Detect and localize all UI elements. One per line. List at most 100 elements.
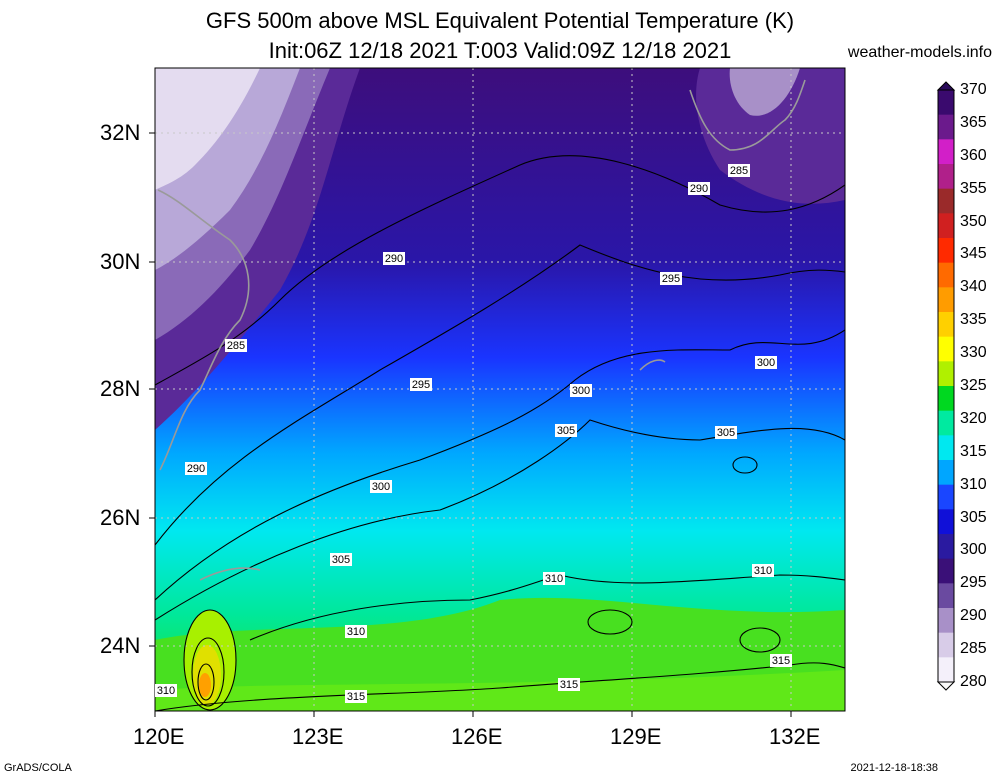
colorbar-label: 290 xyxy=(960,607,987,625)
colorbar-swatch xyxy=(938,361,954,387)
contour-label-bg xyxy=(755,356,777,369)
site-credit: weather-models.info xyxy=(847,44,992,61)
colorbar-label: 315 xyxy=(960,442,987,460)
contour-label-bg xyxy=(770,654,792,667)
contour-label: 310 xyxy=(347,626,365,638)
colorbar-swatch xyxy=(938,608,954,634)
lon-label: 126E xyxy=(451,724,503,749)
contour-label: 295 xyxy=(412,379,430,391)
colorbar-swatch xyxy=(938,139,954,165)
contour-label-bg xyxy=(728,164,750,177)
colorbar xyxy=(936,81,956,691)
colorbar-swatch xyxy=(938,410,954,436)
colorbar-label: 355 xyxy=(960,179,987,197)
colorbar-swatch xyxy=(938,238,954,264)
colorbar-swatch xyxy=(938,435,954,461)
contour-label: 290 xyxy=(690,183,708,195)
contour-label-bg xyxy=(660,272,682,285)
colorbar-swatch xyxy=(938,336,954,362)
contour-label: 300 xyxy=(372,481,390,493)
lon-label: 120E xyxy=(133,724,185,749)
colorbar-label: 295 xyxy=(960,574,987,592)
colorbar-label: 320 xyxy=(960,409,987,427)
lat-label: 26N xyxy=(100,505,141,530)
colorbar-swatch xyxy=(938,386,954,412)
lon-label: 123E xyxy=(292,724,344,749)
colorbar-swatch xyxy=(938,460,954,486)
footer-software: GrADS/COLA xyxy=(4,762,72,774)
colorbar-label: 335 xyxy=(960,311,987,329)
colorbar-label: 345 xyxy=(960,245,987,263)
contour-label-bg xyxy=(688,182,710,195)
contour-label: 285 xyxy=(227,340,245,352)
colorbar-label: 280 xyxy=(960,673,987,690)
colorbar-swatch xyxy=(938,90,954,116)
lon-label: 132E xyxy=(769,724,821,749)
title-line-2: Init:06Z 12/18 2021 T:003 Valid:09Z 12/1… xyxy=(268,38,732,63)
contour-label-bg xyxy=(752,564,774,577)
contour-label: 285 xyxy=(730,165,748,177)
colorbar-swatch xyxy=(938,114,954,140)
colorbar-swatch xyxy=(938,164,954,190)
contour-label-bg xyxy=(345,690,367,703)
contour-label: 315 xyxy=(560,679,578,691)
contour-label: 310 xyxy=(754,565,772,577)
colorbar-swatch xyxy=(938,188,954,214)
colorbar-swatch xyxy=(938,312,954,338)
colorbar-label: 305 xyxy=(960,508,987,526)
colorbar-swatch xyxy=(938,583,954,609)
lon-label: 129E xyxy=(610,724,662,749)
title-line-1: GFS 500m above MSL Equivalent Potential … xyxy=(205,8,795,33)
colorbar-label: 350 xyxy=(960,212,987,230)
contour-label: 310 xyxy=(157,685,175,697)
colorbar-label: 370 xyxy=(960,81,987,98)
contour-label: 305 xyxy=(332,554,350,566)
colorbar-label: 300 xyxy=(960,541,987,559)
colorbar-swatch xyxy=(938,509,954,535)
colorbar-label: 310 xyxy=(960,475,987,493)
contour-label: 300 xyxy=(757,357,775,369)
contour-label-bg xyxy=(155,684,177,697)
colorbar-swatch xyxy=(938,657,954,683)
colorbar-label: 360 xyxy=(960,146,987,164)
contour-label: 295 xyxy=(662,273,680,285)
contour-label: 290 xyxy=(385,253,403,265)
contour-label: 300 xyxy=(572,385,590,397)
contour-label: 315 xyxy=(772,655,790,667)
lat-label: 24N xyxy=(100,633,141,658)
lat-label: 28N xyxy=(100,376,141,401)
contour-label-bg xyxy=(543,572,565,585)
contour-label-bg xyxy=(185,462,207,475)
coastlines xyxy=(157,79,806,581)
colorbar-label: 285 xyxy=(960,640,987,658)
colorbar-swatch xyxy=(938,484,954,510)
colorbar-swatch xyxy=(938,262,954,288)
contour-label: 305 xyxy=(557,425,575,437)
colorbar-swatch xyxy=(938,558,954,584)
contour-label: 290 xyxy=(187,463,205,475)
contour-label-bg xyxy=(558,678,580,691)
contour-label: 305 xyxy=(717,427,735,439)
footer-timestamp: 2021-12-18-18:38 xyxy=(850,762,938,774)
contour-label-bg xyxy=(383,252,405,265)
contour-label: 310 xyxy=(545,573,563,585)
colorbar-swatch xyxy=(938,213,954,239)
colorbar-swatch xyxy=(938,287,954,313)
contour-label: 315 xyxy=(347,691,365,703)
contour-label-bg xyxy=(715,426,737,439)
colorbar-label: 365 xyxy=(960,113,987,131)
contour-labels: 285 285 290 290 290 295 295 300 300 300 305 305 305 3… xyxy=(155,164,792,703)
contour-label-bg xyxy=(225,339,247,352)
contour-label-bg xyxy=(330,553,352,566)
contour-label-bg xyxy=(410,378,432,391)
contour-label-bg xyxy=(370,480,392,493)
grid-lines xyxy=(155,68,845,711)
colorbar-swatch xyxy=(938,534,954,560)
lat-label: 30N xyxy=(100,249,141,274)
contour-label-bg xyxy=(555,424,577,437)
colorbar-swatch xyxy=(938,632,954,658)
contour-label-bg xyxy=(570,384,592,397)
axis-ticks xyxy=(149,132,792,717)
colorbar-label: 330 xyxy=(960,344,987,362)
